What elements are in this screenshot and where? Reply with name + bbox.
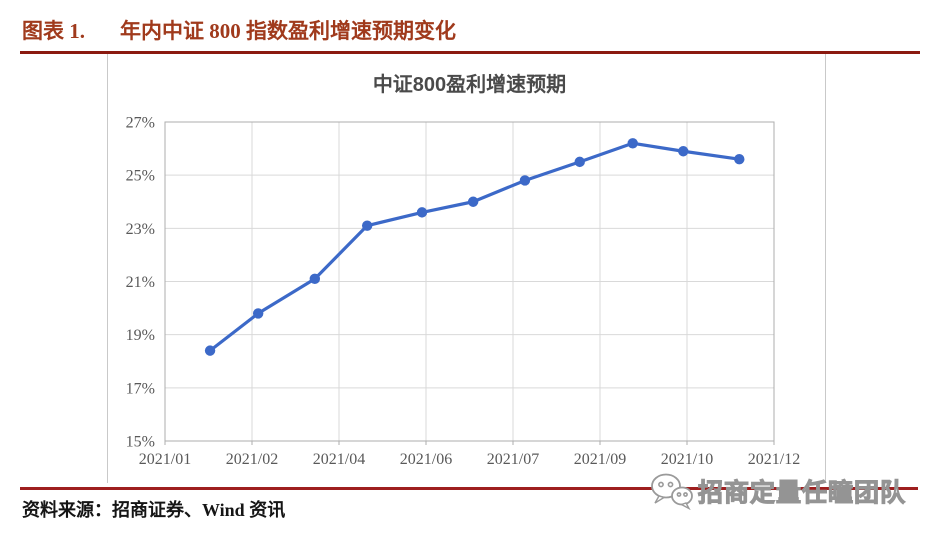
y-tick-label: 23% xyxy=(126,221,155,238)
data-point-marker xyxy=(252,308,264,319)
y-tick-label: 15% xyxy=(126,434,155,451)
watermark: 招商定量任瞳团队 xyxy=(649,470,906,512)
x-tick-label: 2021/12 xyxy=(748,451,800,468)
data-point-marker xyxy=(309,273,321,285)
data-point-marker xyxy=(627,138,638,149)
figure-label: 图表 1. xyxy=(22,19,85,43)
data-point-marker xyxy=(467,196,479,207)
plot-border xyxy=(164,121,775,442)
source-note: 资料来源：招商证券、Wind 资讯 xyxy=(22,500,286,520)
data-point-marker xyxy=(361,220,373,231)
x-tick-label: 2021/06 xyxy=(400,451,452,468)
data-point-marker xyxy=(416,207,428,218)
x-tick-label: 2021/10 xyxy=(661,451,713,468)
data-point-marker xyxy=(734,154,745,165)
series-line xyxy=(208,141,741,353)
data-point-marker xyxy=(519,175,531,186)
watermark-text: 招商定量任瞳团队 xyxy=(697,478,907,507)
y-tick-label: 21% xyxy=(126,274,155,291)
chart-title: 中证800盈利增速预期 xyxy=(372,74,567,96)
figure-bottom-rule xyxy=(20,487,918,490)
title-underline-rule xyxy=(20,51,920,54)
wechat-icon xyxy=(651,473,693,510)
y-tick-label: 19% xyxy=(126,327,155,344)
y-tick-label: 25% xyxy=(126,168,155,185)
data-point-marker xyxy=(678,146,689,157)
x-tick-label: 2021/01 xyxy=(139,451,191,468)
data-point-marker xyxy=(574,156,585,168)
figure-title: 年内中证 800 指数盈利增速预期变化 xyxy=(120,19,456,43)
data-point-marker xyxy=(204,345,216,356)
y-tick-label: 17% xyxy=(126,380,155,397)
figure-cell-border xyxy=(107,54,826,483)
x-tick-label: 2021/07 xyxy=(487,451,539,468)
x-tick-label: 2021/02 xyxy=(226,451,278,468)
x-tick-label: 2021/04 xyxy=(313,451,365,468)
x-tick-label: 2021/09 xyxy=(574,451,626,468)
y-tick-label: 27% xyxy=(126,115,155,132)
